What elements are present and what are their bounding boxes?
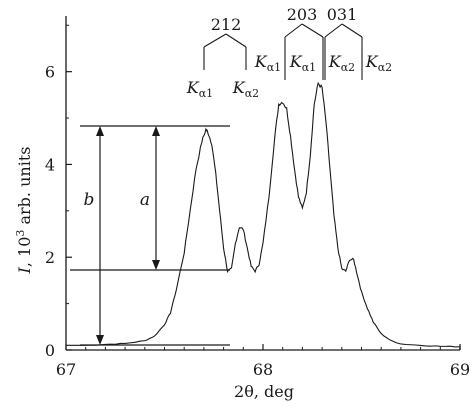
arrow-b-head-top <box>96 126 104 136</box>
series <box>66 81 461 348</box>
arrow-a-head-bottom <box>152 260 160 270</box>
hkl-label-031: 031 <box>327 5 358 24</box>
k-label-212-alpha2: Kα2 <box>232 78 259 100</box>
arrow-a-head-top <box>152 126 160 136</box>
k-label-031-alpha2: Kα2 <box>328 52 355 74</box>
x-tick-label: 67 <box>56 360 76 379</box>
y-axis-label-var: I <box>15 266 34 274</box>
k-label-203-alpha1b: Kα1 <box>289 52 316 74</box>
bracket-203-left <box>284 23 303 38</box>
hkl-label-203: 203 <box>287 5 318 24</box>
k-label-203-alpha1: Kα1 <box>254 52 281 74</box>
bracket-203-right <box>301 23 324 38</box>
x-tick-label: 68 <box>253 360 273 379</box>
y-tick-label: 6 <box>45 63 55 82</box>
annotations: b a 212 Kα1 Kα2 203 031 Kα1 Kα1 Kα2 Kα2 <box>70 5 392 346</box>
y-axis-label: I, 103 arb. units <box>14 147 34 275</box>
arrow-b-head-bottom <box>96 335 104 345</box>
letter-b: b <box>84 190 95 210</box>
k-label-031-alpha2b: Kα2 <box>365 52 392 74</box>
series-line <box>66 81 461 348</box>
ticks: 67 68 69 0 2 4 6 <box>45 24 470 379</box>
k-label-212-alpha1: Kα1 <box>186 78 213 100</box>
letter-a: a <box>140 190 150 210</box>
x-axis-label: 2θ, deg <box>234 382 294 401</box>
y-axis-label-rest: arb. units <box>15 147 34 230</box>
bracket-212-right <box>225 33 247 48</box>
bracket-031-left <box>324 23 343 38</box>
y-axis-label-exp: 3 <box>14 230 27 237</box>
y-tick-label: 4 <box>45 155 55 174</box>
y-tick-label: 2 <box>45 248 55 267</box>
hkl-label-212: 212 <box>211 15 242 34</box>
y-axis-label-sep: , 10 <box>15 237 34 268</box>
bracket-212-left <box>203 33 227 48</box>
bracket-031-right <box>341 23 363 38</box>
y-tick-label: 0 <box>45 341 55 360</box>
x-tick-label: 69 <box>450 360 470 379</box>
